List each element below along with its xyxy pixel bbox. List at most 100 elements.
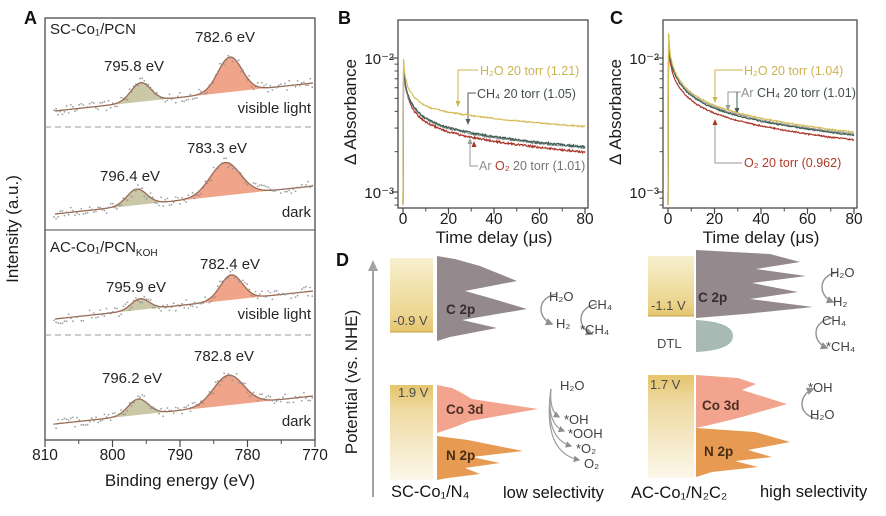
oxidation-fan-arrows-left [548, 388, 581, 463]
co3d-dos-right [696, 375, 787, 428]
peak-label: 796.4 eV [100, 168, 161, 185]
oxidant-h2o-right: H₂O [810, 407, 835, 422]
reactant-h2o-right: H₂O [830, 265, 855, 280]
peak-label: 782.8 eV [194, 348, 255, 365]
selectivity-label-left: low selectivity [503, 484, 604, 502]
legend-entry-ar-o2: Ar O₂ 20 torr (1.01) [479, 159, 585, 173]
y-tick-1e-2: 10⁻² [364, 51, 394, 68]
product-h2-right: H₂ [833, 294, 848, 309]
legend-entry-o2: O₂ 20 torr (0.962) [744, 156, 841, 170]
decay-plot-b: 0 20 40 60 80 [392, 19, 594, 228]
legend-text-part: 20 torr (1.01) [509, 159, 586, 173]
legend-text-part: CH₄ 20 torr (1.05) [477, 87, 576, 101]
xps-peak-2p12 [111, 298, 169, 313]
decay-curve-h2o [402, 58, 586, 205]
panel-a-letter: A [24, 8, 37, 28]
c2p-band-label-right: C 2p [698, 290, 728, 305]
x-tick-label: 770 [302, 447, 328, 464]
n2p-dos-left [437, 436, 523, 480]
c2p-dos-right [696, 250, 813, 318]
product-o2star-left: *O₂ [576, 441, 597, 456]
reactant-h2o-left: H₂O [549, 289, 574, 304]
condition-label: dark [281, 413, 311, 430]
xps-peak-2p32 [196, 274, 267, 304]
potential-axis [368, 260, 378, 497]
xps-fit-line [54, 374, 314, 425]
x-tick-label: 0 [664, 211, 673, 228]
arrowhead [712, 97, 718, 103]
legend-entry-ar-ch4: Ar CH₄ 20 torr (1.01) [741, 86, 856, 100]
legend-text-part: Ar [741, 86, 757, 100]
legend-connector-h2o [455, 69, 478, 107]
product-ooh-left: *OOH [568, 426, 603, 441]
product-oh-right: *OH [808, 380, 833, 395]
panel-c-letter: C [610, 8, 623, 28]
arrowhead [465, 119, 471, 125]
xps-peak-2p32 [177, 162, 274, 201]
peak-label: 782.4 eV [200, 256, 261, 273]
legend-connector-h2o [712, 69, 743, 103]
spectrum-title-text: AC-Co₁/PCN [50, 239, 136, 256]
spectrum-title-sc: SC-Co₁/PCN [50, 21, 136, 38]
vb-level-value-right: 1.7 V [650, 377, 681, 392]
xps-plot: 810 800 790 780 770 [32, 17, 328, 464]
x-tick-label: 80 [845, 211, 863, 228]
arrowhead [725, 105, 731, 111]
legend-connector-ar-o2 [467, 138, 478, 167]
x-tick-label: 40 [752, 211, 770, 228]
y-tick-1e-3: 10⁻³ [364, 185, 394, 202]
xps-peak-2p32 [191, 57, 269, 97]
decay-curve-h2o [667, 33, 855, 206]
spectrum-title-ac: AC-Co₁/PCNKOH [50, 239, 158, 259]
decay-c-y-axis-label: Δ Absorbance [606, 59, 625, 165]
n2p-band-label-left: N 2p [446, 448, 476, 463]
reduction-arrows-left [540, 293, 598, 336]
legend-connector-o2 [712, 119, 742, 164]
xps-y-axis-label: Intensity (a.u.) [3, 175, 22, 283]
band-diagram [368, 250, 839, 497]
product-ch4-right: *CH₄ [826, 339, 856, 354]
peak-label: 796.2 eV [102, 370, 163, 387]
n2p-band-label-right: N 2p [704, 444, 734, 459]
selectivity-label-right: high selectivity [760, 483, 868, 501]
x-tick-label: 40 [485, 211, 503, 228]
c2p-band-label-left: C 2p [446, 302, 476, 317]
product-o2-left: O₂ [584, 456, 600, 471]
plot-frame [662, 19, 858, 209]
legend-entry-h2o: H₂O 20 torr (1.21) [480, 64, 579, 78]
cb-level-value-right: -1.1 V [651, 298, 686, 313]
x-tick-label: 790 [167, 447, 193, 464]
product-ch4-left: *CH₄ [580, 322, 610, 337]
x-tick-label: 20 [706, 211, 724, 228]
peak-label: 783.3 eV [187, 140, 248, 157]
reactant-ch4-left: CH₄ [588, 297, 613, 312]
x-tick-label: 780 [235, 447, 261, 464]
axis-arrowhead [368, 260, 378, 271]
x-tick-label: 20 [440, 211, 458, 228]
vb-level-value-left: 1.9 V [398, 385, 429, 400]
legend-connector-ch4 [465, 92, 476, 125]
c2p-dos-left [437, 256, 527, 341]
xps-peak-2p12 [104, 189, 169, 209]
x-tick-label: 810 [32, 447, 58, 464]
x-tick-label: 60 [531, 211, 549, 228]
arrowhead [455, 101, 461, 107]
legend-text-part: CH₄ 20 torr (1.01) [756, 86, 856, 100]
condition-label: visible light [237, 100, 311, 117]
material-label-left: SC-Co₁/N₄ [391, 483, 470, 501]
panel-d-letter: D [336, 250, 349, 270]
potential-axis-label: Potential (vs. NHE) [342, 309, 361, 455]
decay-b-x-axis-label: Time delay (μs) [435, 228, 553, 247]
reactant-ch4-right: CH₄ [822, 313, 847, 328]
co3d-band-label-right: Co 3d [702, 398, 740, 413]
legend-text-part: O₂ 20 torr (0.962) [744, 156, 842, 170]
legend-text-part: H₂O 20 torr (1.04) [744, 64, 844, 78]
panel-b-letter: B [338, 8, 351, 28]
x-tick-label: 0 [399, 211, 408, 228]
xps-fit-line [54, 161, 314, 215]
spectrum-title-subscript: KOH [135, 248, 158, 259]
cb-level-band-left [390, 258, 433, 332]
xps-frame [44, 17, 316, 441]
n2p-dos-right [696, 428, 790, 477]
